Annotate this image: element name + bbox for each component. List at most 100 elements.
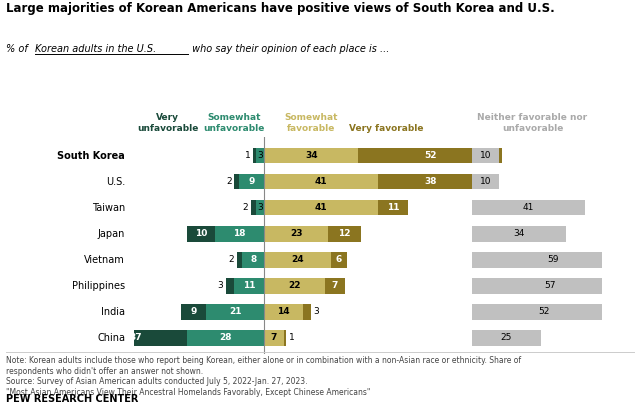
Bar <box>328 226 361 242</box>
Bar <box>234 174 239 189</box>
Text: Somewhat
favorable: Somewhat favorable <box>285 113 338 134</box>
Text: Neither favorable nor
unfavorable: Neither favorable nor unfavorable <box>477 113 588 134</box>
Text: 22: 22 <box>289 281 301 290</box>
Bar <box>237 252 242 267</box>
Text: 3: 3 <box>257 203 263 212</box>
Text: 10: 10 <box>480 151 492 160</box>
Bar <box>358 148 502 163</box>
Text: South Korea: South Korea <box>58 151 125 161</box>
Text: 11: 11 <box>243 281 255 290</box>
Bar <box>472 278 629 294</box>
Bar <box>234 278 264 294</box>
Bar <box>472 252 635 267</box>
Text: 3: 3 <box>218 281 223 290</box>
Text: 6: 6 <box>336 255 342 264</box>
Text: Very favorable: Very favorable <box>349 124 423 134</box>
Bar <box>264 252 331 267</box>
Bar <box>242 252 264 267</box>
Text: "Most Asian Americans View Their Ancestral Homelands Favorably, Except Chinese A: "Most Asian Americans View Their Ancestr… <box>6 388 371 397</box>
Bar <box>331 252 348 267</box>
Text: Taiwan: Taiwan <box>92 203 125 213</box>
Text: 7: 7 <box>332 281 338 290</box>
Bar <box>264 304 303 320</box>
Text: 37: 37 <box>129 334 142 342</box>
Bar <box>250 200 256 215</box>
Text: Large majorities of Korean Americans have positive views of South Korea and U.S.: Large majorities of Korean Americans hav… <box>6 2 555 15</box>
Bar <box>253 148 256 163</box>
Text: 2: 2 <box>226 177 232 186</box>
Text: respondents who didn't offer an answer not shown.: respondents who didn't offer an answer n… <box>6 367 204 376</box>
Text: 41: 41 <box>315 203 327 212</box>
Text: 12: 12 <box>339 229 351 238</box>
Text: Note: Korean adults include those who report being Korean, either alone or in co: Note: Korean adults include those who re… <box>6 356 522 365</box>
Text: Vietnam: Vietnam <box>84 255 125 265</box>
Bar <box>472 200 585 215</box>
Text: 10: 10 <box>480 177 492 186</box>
Bar <box>472 174 499 189</box>
Text: 3: 3 <box>314 307 319 317</box>
Bar <box>264 226 328 242</box>
Text: 11: 11 <box>387 203 399 212</box>
Text: 25: 25 <box>500 334 512 342</box>
Text: 52: 52 <box>538 307 549 317</box>
Text: 1: 1 <box>245 151 251 160</box>
Bar <box>226 278 234 294</box>
Text: PEW RESEARCH CENTER: PEW RESEARCH CENTER <box>6 394 139 404</box>
Bar <box>84 330 187 346</box>
Bar <box>187 226 214 242</box>
Bar <box>284 330 287 346</box>
Bar <box>378 200 408 215</box>
Text: 14: 14 <box>277 307 290 317</box>
Bar <box>472 148 499 163</box>
Text: 8: 8 <box>250 255 257 264</box>
Text: 28: 28 <box>220 334 232 342</box>
Bar <box>303 304 311 320</box>
Text: 3: 3 <box>257 151 263 160</box>
Bar <box>214 226 264 242</box>
Bar <box>264 278 325 294</box>
Text: 18: 18 <box>233 229 246 238</box>
Text: Japan: Japan <box>98 229 125 239</box>
Bar <box>472 226 566 242</box>
Text: Philippines: Philippines <box>72 281 125 291</box>
Text: who say their opinion of each place is ...: who say their opinion of each place is .… <box>189 44 389 54</box>
Text: 10: 10 <box>195 229 207 238</box>
Bar <box>264 148 358 163</box>
Text: 41: 41 <box>523 203 534 212</box>
Bar <box>378 174 483 189</box>
Text: 24: 24 <box>291 255 304 264</box>
Text: 7: 7 <box>271 334 277 342</box>
Text: India: India <box>101 307 125 317</box>
Bar <box>256 200 264 215</box>
Bar <box>181 304 206 320</box>
Text: 9: 9 <box>249 177 255 186</box>
Text: Source: Survey of Asian American adults conducted July 5, 2022-Jan. 27, 2023.: Source: Survey of Asian American adults … <box>6 377 308 386</box>
Bar <box>239 174 264 189</box>
Text: 23: 23 <box>290 229 302 238</box>
Bar <box>325 278 344 294</box>
Bar <box>206 304 264 320</box>
Text: U.S.: U.S. <box>106 176 125 187</box>
Text: 41: 41 <box>315 177 327 186</box>
Bar <box>264 200 378 215</box>
Bar <box>472 304 616 320</box>
Bar <box>264 174 378 189</box>
Text: Korean adults in the U.S.: Korean adults in the U.S. <box>35 44 156 54</box>
Bar <box>472 330 541 346</box>
Text: 34: 34 <box>513 229 524 238</box>
Text: 59: 59 <box>547 255 559 264</box>
Text: China: China <box>97 333 125 343</box>
Text: 52: 52 <box>424 151 436 160</box>
Text: % of: % of <box>6 44 31 54</box>
Text: Somewhat
unfavorable: Somewhat unfavorable <box>204 113 264 134</box>
Bar <box>264 330 284 346</box>
Text: 9: 9 <box>191 307 197 317</box>
Text: 2: 2 <box>229 255 234 264</box>
Text: 21: 21 <box>229 307 241 317</box>
Text: Very
unfavorable: Very unfavorable <box>137 113 198 134</box>
Text: 2: 2 <box>243 203 248 212</box>
Bar <box>256 148 264 163</box>
Text: 38: 38 <box>424 177 436 186</box>
Text: 34: 34 <box>305 151 317 160</box>
Text: 57: 57 <box>545 281 556 290</box>
